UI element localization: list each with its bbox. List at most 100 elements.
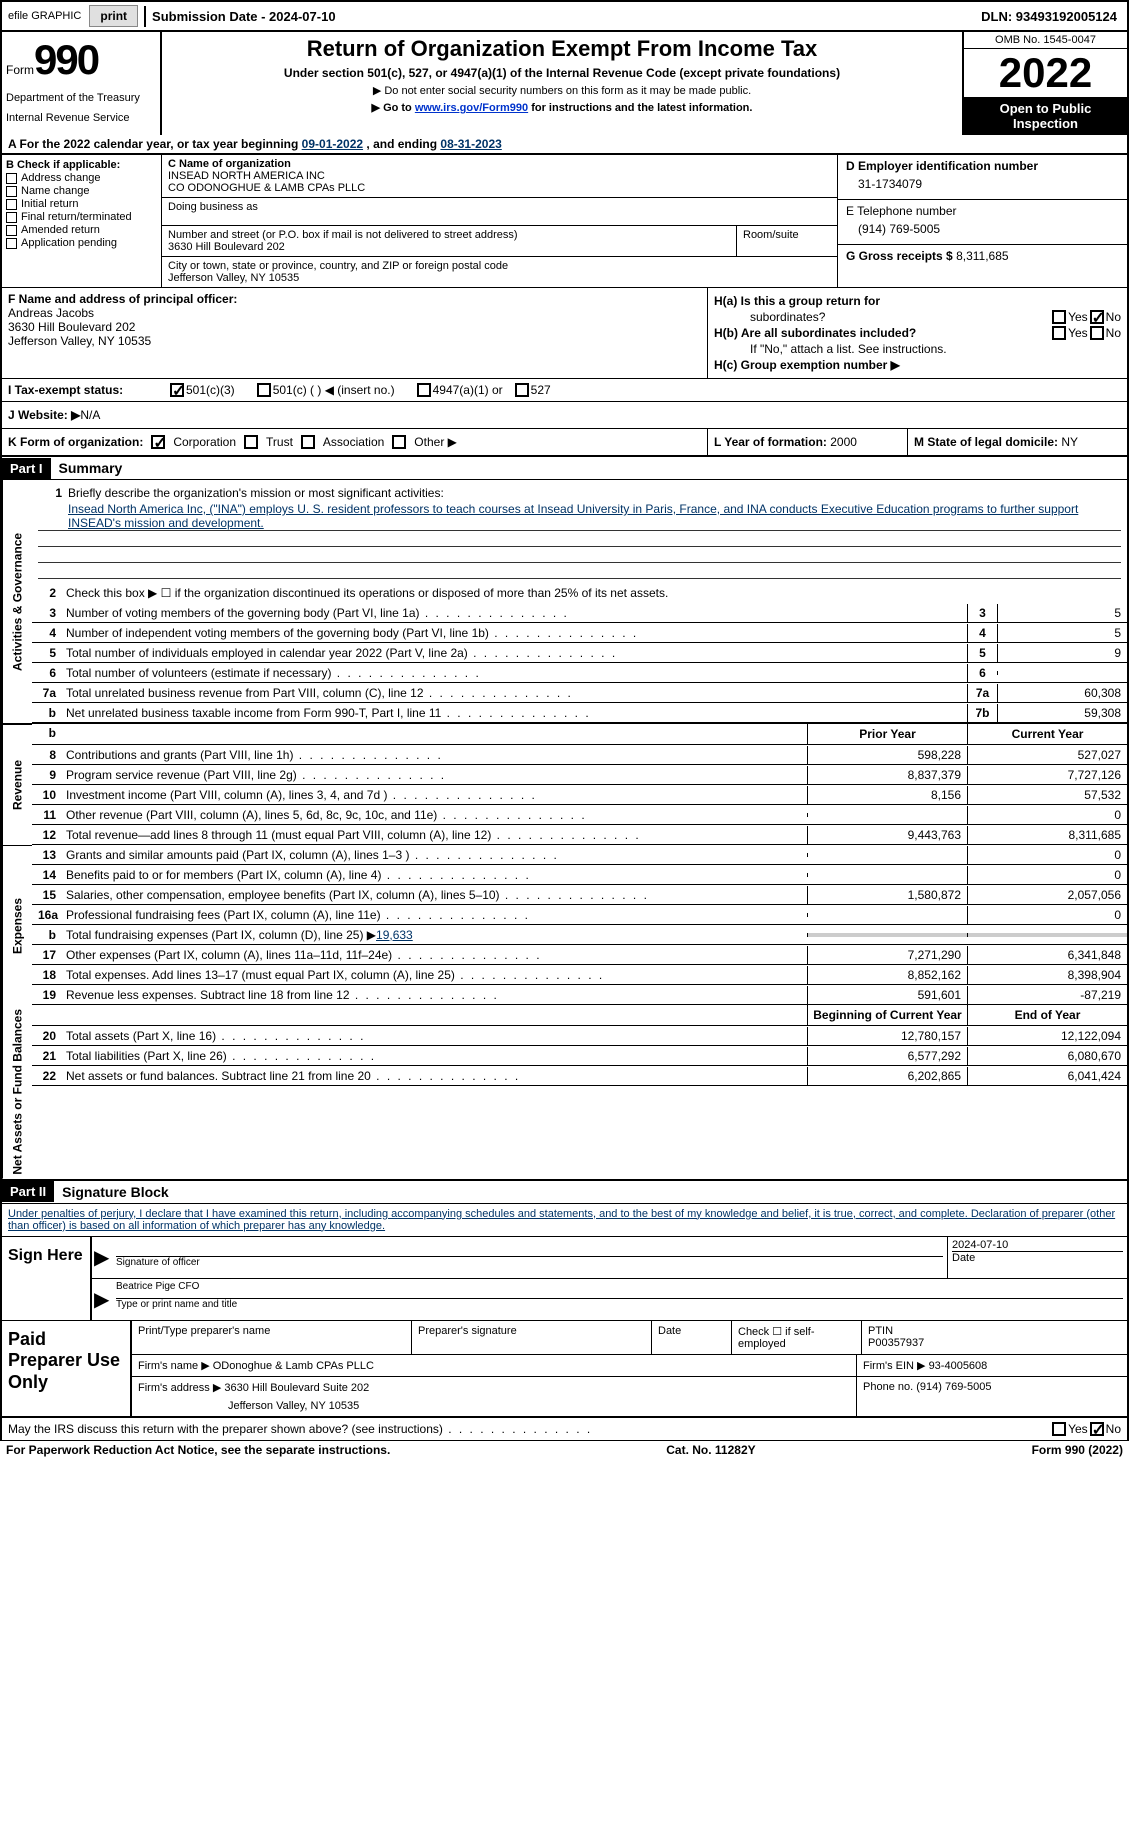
data-row: 9 Program service revenue (Part VIII, li… [32,765,1127,785]
data-row: 16a Professional fundraising fees (Part … [32,905,1127,925]
row-num: 17 [32,946,62,964]
ha-no-chk[interactable] [1090,310,1104,324]
begin-year-hdr: Beginning of Current Year [807,1005,967,1025]
firm-addr-val: 3630 Hill Boulevard Suite 202 [224,1382,369,1394]
discuss-yes-chk[interactable] [1052,1422,1066,1436]
chk-initial[interactable] [6,199,17,210]
n-16b: b [32,926,62,944]
chk-amended[interactable] [6,225,17,236]
prior-val: 8,852,162 [807,966,967,984]
opt-corp: Corporation [173,435,236,449]
chk-corp[interactable] [151,435,165,449]
row-val: 60,308 [997,684,1127,702]
l-label: L Year of formation: [714,435,830,449]
chk-501c3[interactable] [170,383,184,397]
prior-year-hdr: Prior Year [807,724,967,744]
addr-val: 3630 Hill Boulevard 202 [168,241,730,253]
paperwork-notice: For Paperwork Reduction Act Notice, see … [6,1443,390,1457]
gov-row: 5 Total number of individuals employed i… [32,643,1127,663]
year-formation: 2000 [830,435,857,449]
officer-addr1: 3630 Hill Boulevard 202 [8,320,701,334]
omb-number: OMB No. 1545-0047 [964,32,1127,49]
form-subtitle: Under section 501(c), 527, or 4947(a)(1)… [166,66,958,80]
hb-yes: Yes [1068,326,1088,340]
current-val: 0 [967,906,1127,924]
hb-yes-chk[interactable] [1052,326,1066,340]
chk-address[interactable] [6,173,17,184]
data-row: 20 Total assets (Part X, line 16) 12,780… [32,1026,1127,1046]
signature-block: Under penalties of perjury, I declare th… [0,1204,1129,1418]
current-val: 0 [967,846,1127,864]
officer-name-label: Type or print name and title [116,1299,1123,1310]
row-desc: Grants and similar amounts paid (Part IX… [62,846,807,864]
row-desc: Total number of individuals employed in … [62,644,967,662]
discuss-yes: Yes [1068,1422,1088,1436]
gov-row: b Net unrelated business taxable income … [32,703,1127,723]
form-ref: Form 990 (2022) [1032,1443,1123,1457]
print-button[interactable]: print [89,5,138,27]
instructions-note: ▶ Go to www.irs.gov/Form990 for instruct… [166,101,958,114]
chk-trust[interactable] [244,435,258,449]
row-val: 59,308 [997,704,1127,722]
vert-revenue: Revenue [2,724,32,845]
prior-val [807,873,967,877]
sig-officer-line[interactable] [116,1239,943,1257]
chk-final[interactable] [6,212,17,223]
firm-ein-label: Firm's EIN ▶ [863,1360,929,1372]
ein-val: 31-1734079 [846,173,1119,195]
row-val: 5 [997,624,1127,642]
current-val: 6,080,670 [967,1047,1127,1065]
cat-no: Cat. No. 11282Y [666,1443,755,1457]
part1-badge: Part I [2,458,51,479]
chk-527[interactable] [515,383,529,397]
ha-yes-chk[interactable] [1052,310,1066,324]
chk-name[interactable] [6,186,17,197]
row-desc: Investment income (Part VIII, column (A)… [62,786,807,804]
firm-phone-val: (914) 769-5005 [916,1381,991,1393]
row-num: 9 [32,766,62,784]
chk-501c[interactable] [257,383,271,397]
data-row: 11 Other revenue (Part VIII, column (A),… [32,805,1127,825]
opt-trust: Trust [266,435,293,449]
row-val: 9 [997,644,1127,662]
current-val: -87,219 [967,986,1127,1004]
part2-title: Signature Block [54,1181,177,1203]
mission-text: Insead North America Inc, ("INA") employ… [38,502,1121,531]
form-ref-year: 2022 [1092,1443,1119,1457]
prior-val: 1,580,872 [807,886,967,904]
ptin-val: P00357937 [868,1337,1121,1349]
current-val: 7,727,126 [967,766,1127,784]
open-inspection: Open to Public Inspection [964,97,1127,135]
end-year-hdr: End of Year [967,1005,1127,1025]
discuss-no-chk[interactable] [1090,1422,1104,1436]
gross-label: G Gross receipts $ [846,249,956,263]
form-number: 990 [34,36,98,83]
summary-expenses: Expenses 13 Grants and similar amounts p… [0,845,1129,1005]
current-val: 0 [967,806,1127,824]
row-j: J Website: ▶ N/A [0,402,1129,429]
prior-val: 6,202,865 [807,1067,967,1085]
chk-4947[interactable] [417,383,431,397]
prior-val [807,913,967,917]
form-word: Form [6,63,34,77]
footer-final: For Paperwork Reduction Act Notice, see … [0,1441,1129,1459]
officer-name-val: Beatrice Pige CFO [116,1281,1123,1299]
row-desc: Other expenses (Part IX, column (A), lin… [62,946,807,964]
section-fh: F Name and address of principal officer:… [0,288,1129,379]
chk-assoc[interactable] [301,435,315,449]
current-val: 6,041,424 [967,1067,1127,1085]
row-num: 18 [32,966,62,984]
hb-no-chk[interactable] [1090,326,1104,340]
gov-row: 3 Number of voting members of the govern… [32,603,1127,623]
hb-no: No [1106,326,1121,340]
f-label: F Name and address of principal officer: [8,292,701,306]
chk-other[interactable] [392,435,406,449]
row-i: I Tax-exempt status: 501(c)(3) 501(c) ( … [0,379,1129,402]
ha-label: H(a) Is this a group return for [714,294,880,308]
opt-assoc: Association [323,435,384,449]
row-desc: Total unrelated business revenue from Pa… [62,684,967,702]
data-row: 17 Other expenses (Part IX, column (A), … [32,945,1127,965]
irs-link[interactable]: www.irs.gov/Form990 [415,102,528,114]
dba-label: Doing business as [168,201,831,213]
chk-pending[interactable] [6,238,17,249]
